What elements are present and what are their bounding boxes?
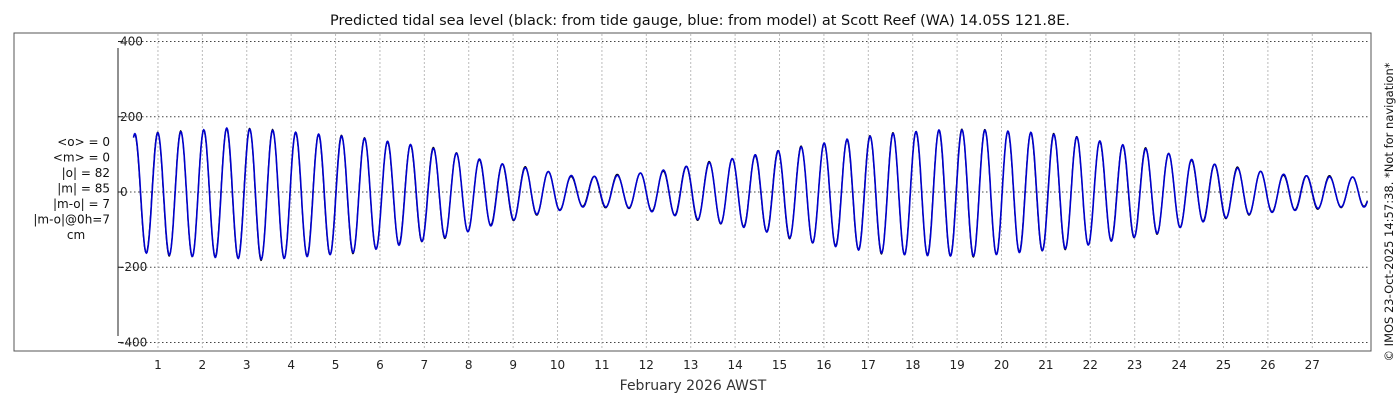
y-axis: 400 200 0 -200 -400 — [117, 35, 147, 349]
y-tick-label: 400 — [120, 35, 143, 49]
x-tick-label: 1 — [154, 358, 162, 372]
x-tick-label: 14 — [727, 358, 742, 372]
copyright-note: © IMOS 23-Oct-2025 14:57:38. *Not for na… — [1382, 62, 1396, 361]
x-tick-label: 23 — [1127, 358, 1142, 372]
x-tick-label: 12 — [639, 358, 654, 372]
x-tick-label: 21 — [1038, 358, 1053, 372]
y-tick-label: -400 — [120, 335, 147, 349]
stat-line: |m-o|@0h=7 — [33, 213, 110, 227]
x-tick-label: 15 — [772, 358, 787, 372]
x-axis-label: February 2026 AWST — [620, 378, 767, 394]
stat-line: |m-o| = 7 — [53, 197, 110, 211]
stat-line: <m> = 0 — [53, 151, 110, 165]
x-tick-label: 13 — [683, 358, 698, 372]
x-tick-label: 6 — [376, 358, 384, 372]
series-layer — [132, 126, 1369, 262]
x-tick-label: 11 — [594, 358, 609, 372]
y-tick-label: -200 — [120, 260, 147, 274]
y-tick-label: 200 — [120, 110, 143, 124]
chart-title: Predicted tidal sea level (black: from t… — [330, 13, 1070, 29]
stat-line: <o> = 0 — [57, 135, 110, 149]
x-tick-label: 2 — [199, 358, 207, 372]
grid — [118, 34, 1370, 350]
stat-line: cm — [67, 228, 85, 242]
x-tick-label: 16 — [816, 358, 831, 372]
stat-line: |o| = 82 — [62, 166, 110, 180]
x-tick-label: 19 — [949, 358, 964, 372]
x-tick-label: 9 — [509, 358, 517, 372]
series-line-model — [132, 126, 1369, 261]
stat-line: |m| = 85 — [57, 182, 110, 196]
x-tick-label: 10 — [550, 358, 565, 372]
x-tick-label: 24 — [1171, 358, 1186, 372]
x-tick-label: 20 — [994, 358, 1009, 372]
x-tick-label: 18 — [905, 358, 920, 372]
stats-block: <o> = 0 <m> = 0|o| = 82 |m| = 85|m-o| = 7 |… — [33, 135, 110, 242]
series-line-gauge — [132, 127, 1368, 262]
x-tick-label: 26 — [1260, 358, 1275, 372]
x-tick-label: 27 — [1305, 358, 1320, 372]
x-tick-label: 7 — [421, 358, 429, 372]
x-tick-label: 22 — [1083, 358, 1098, 372]
x-tick-label: 17 — [861, 358, 876, 372]
y-tick-label: 0 — [120, 185, 128, 199]
x-axis: 1 2 3 4 5 6 7 8 9 10 11 12 13 14 15 16 17 18 19 20 21 22 23 24 2… — [154, 358, 1320, 372]
x-tick-label: 8 — [465, 358, 473, 372]
x-tick-label: 25 — [1216, 358, 1231, 372]
outer-frame — [13, 32, 1372, 352]
x-tick-label: 3 — [243, 358, 251, 372]
x-tick-label: 5 — [332, 358, 340, 372]
x-tick-label: 4 — [287, 358, 295, 372]
